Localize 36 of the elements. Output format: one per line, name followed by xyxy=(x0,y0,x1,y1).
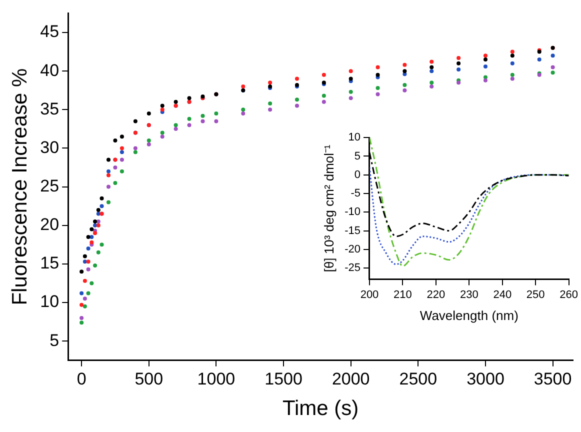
x-tick-label: 0 xyxy=(76,369,86,388)
y-tick-label: 10 xyxy=(40,292,60,312)
y-tick-label: 25 xyxy=(40,176,60,196)
y-tick-label: -5 xyxy=(350,188,360,200)
y-axis-title: Fluorescence Increase % xyxy=(8,68,32,306)
y-tick-label: 35 xyxy=(40,99,60,118)
x-tick-label: 2500 xyxy=(399,369,438,388)
x-axis-title: Wavelength (nm) xyxy=(420,308,518,323)
x-tick-label: 210 xyxy=(394,288,412,301)
y-tick-label: 15 xyxy=(40,254,60,273)
y-tick-label: 10 xyxy=(348,132,360,144)
x-tick-label: 240 xyxy=(493,288,512,301)
y-tick-label: 5 xyxy=(50,330,60,350)
x-axis-title: Time (s) xyxy=(282,397,359,420)
x-tick-label: 230 xyxy=(460,288,478,301)
y-tick-label: -10 xyxy=(344,206,360,218)
x-tick-label: 250 xyxy=(526,288,545,301)
x-tick-label: 1500 xyxy=(264,369,302,388)
y-tick-label: 0 xyxy=(354,168,360,181)
y-axis-title: [θ] 10³ deg cm² dmol⁻¹ xyxy=(321,144,336,272)
y-tick-label: -15 xyxy=(344,224,360,237)
y-tick-label: -20 xyxy=(344,243,360,256)
y-tick-label: 40 xyxy=(40,60,60,80)
x-tick-label: 2000 xyxy=(332,369,370,388)
y-tick-label: 30 xyxy=(40,138,60,157)
x-tick-label: 3500 xyxy=(534,369,572,388)
x-tick-label: 500 xyxy=(134,369,164,388)
x-tick-label: 1000 xyxy=(197,369,236,388)
x-tick-label: 220 xyxy=(426,288,446,301)
y-tick-label: 45 xyxy=(40,22,60,42)
x-tick-label: 260 xyxy=(560,288,578,301)
x-tick-label: 3000 xyxy=(466,369,504,388)
y-tick-label: 5 xyxy=(354,150,360,162)
y-tick-label: -25 xyxy=(344,262,360,274)
y-tick-label: 20 xyxy=(40,215,60,234)
x-tick-label: 200 xyxy=(360,288,379,301)
